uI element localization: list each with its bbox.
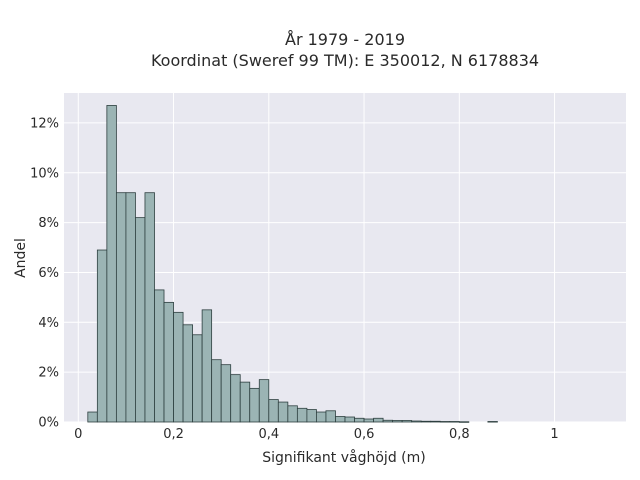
histogram-bar xyxy=(287,405,298,423)
y-tick-label: 12% xyxy=(30,116,59,131)
histogram-bar xyxy=(249,387,260,423)
y-tick-label: 8% xyxy=(38,216,59,231)
y-tick-label: 4% xyxy=(38,316,59,331)
histogram-bar xyxy=(96,249,108,423)
histogram-bar xyxy=(316,411,327,423)
histogram-bar xyxy=(173,311,184,423)
histogram-bar xyxy=(354,417,365,423)
histogram-bar xyxy=(125,192,136,423)
histogram-bar xyxy=(382,419,394,423)
y-axis-title: Andel xyxy=(13,238,29,278)
histogram-bar xyxy=(296,407,308,423)
x-tick-label: 0,4 xyxy=(258,427,279,442)
x-tick-label: 0,6 xyxy=(354,427,375,442)
histogram-bar xyxy=(420,420,432,423)
histogram-bar xyxy=(201,309,213,423)
y-tick-label: 2% xyxy=(38,366,59,381)
histogram-bar xyxy=(411,420,422,423)
histogram-bar xyxy=(182,324,193,423)
histogram-bar xyxy=(449,421,460,423)
y-axis-ticks: 0% 2% 4% 6% 8% 10% 12% xyxy=(30,116,59,430)
histogram-bar xyxy=(306,409,317,423)
histogram-bar xyxy=(325,410,336,423)
chart-title-line-2: Koordinat (Sweref 99 TM): E 350012, N 61… xyxy=(151,51,539,70)
histogram-bar xyxy=(230,374,241,423)
histogram-bar xyxy=(144,192,155,423)
histogram-bar xyxy=(401,420,413,423)
chart-title-line-1: År 1979 - 2019 xyxy=(285,30,405,49)
histogram-bar xyxy=(392,420,403,423)
x-tick-label: 0 xyxy=(74,427,82,442)
y-tick-label: 10% xyxy=(30,166,59,181)
histogram-bar xyxy=(344,416,355,423)
histogram-bar xyxy=(220,364,232,423)
histogram-bar xyxy=(487,421,498,423)
y-tick-label: 0% xyxy=(38,416,59,431)
histogram-bar xyxy=(258,379,270,423)
histogram-bar xyxy=(373,417,384,423)
histogram-bar xyxy=(458,421,470,423)
histogram-bar xyxy=(268,399,279,423)
histogram-bar xyxy=(106,105,117,423)
histogram-bar xyxy=(135,217,146,423)
x-tick-label: 1 xyxy=(550,427,558,442)
histogram-bars xyxy=(87,105,498,423)
histogram-bar xyxy=(335,416,346,423)
histogram-bar xyxy=(192,334,203,423)
histogram-bar xyxy=(439,421,451,423)
histogram-bar xyxy=(87,411,98,423)
histogram-bar xyxy=(211,359,222,423)
x-tick-label: 0,2 xyxy=(163,427,184,442)
histogram-bar xyxy=(430,420,441,423)
x-axis-title: Signifikant våghöjd (m) xyxy=(262,449,425,466)
histogram-bar xyxy=(277,401,289,423)
histogram-bar xyxy=(239,381,251,423)
x-axis-ticks: 0 0,2 0,4 0,6 0,8 1 xyxy=(74,427,559,442)
histogram-bar xyxy=(363,418,374,423)
histogram-bar xyxy=(163,301,174,423)
histogram-bar xyxy=(154,289,165,423)
x-tick-label: 0,8 xyxy=(449,427,470,442)
histogram-bar xyxy=(115,192,127,423)
y-tick-label: 6% xyxy=(38,266,59,281)
